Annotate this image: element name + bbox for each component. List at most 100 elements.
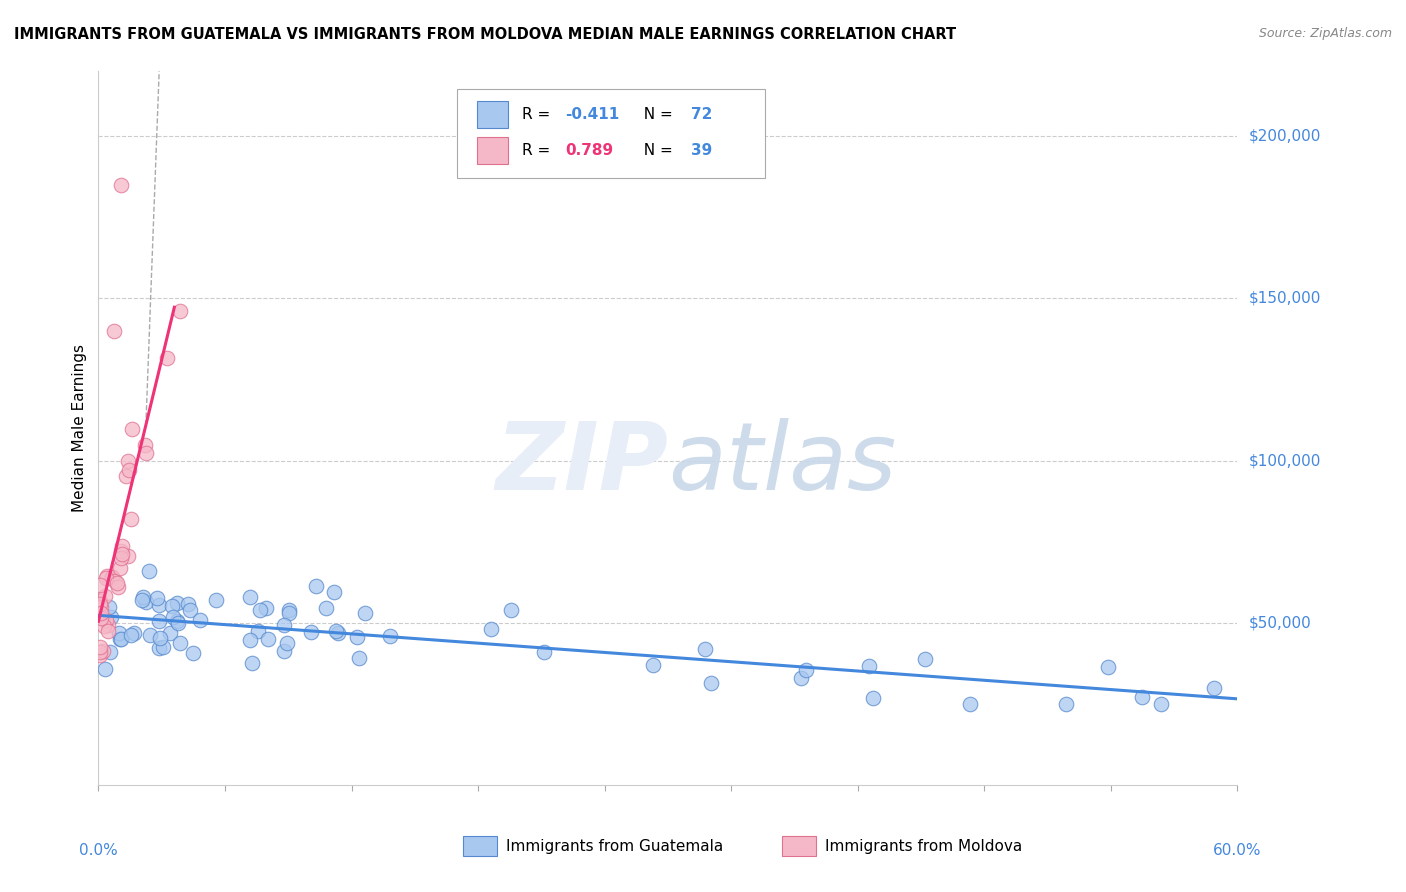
Point	[134, 438, 156, 452]
Point	[105, 576, 128, 591]
Text: $50,000: $50,000	[1249, 615, 1312, 631]
Point	[152, 640, 174, 655]
Point	[239, 632, 262, 647]
Point	[1097, 660, 1119, 674]
Point	[166, 595, 188, 609]
Point	[91, 644, 114, 658]
Text: $200,000: $200,000	[1249, 128, 1320, 144]
Text: 39: 39	[690, 143, 711, 158]
Point	[131, 593, 153, 607]
Point	[94, 589, 117, 603]
Point	[700, 676, 723, 690]
Point	[148, 599, 170, 613]
Text: atlas: atlas	[668, 418, 896, 509]
Text: Source: ZipAtlas.com: Source: ZipAtlas.com	[1258, 27, 1392, 40]
Point	[96, 571, 118, 585]
Point	[166, 614, 188, 628]
Text: 60.0%: 60.0%	[1213, 843, 1261, 858]
Point	[89, 645, 111, 659]
Point	[188, 613, 211, 627]
FancyBboxPatch shape	[782, 837, 815, 856]
Text: $100,000: $100,000	[1249, 453, 1320, 468]
Point	[90, 606, 112, 620]
Point	[90, 599, 112, 614]
Point	[273, 618, 295, 632]
Point	[378, 629, 401, 643]
Text: 0.789: 0.789	[565, 143, 613, 158]
Point	[94, 662, 117, 676]
Text: N =: N =	[634, 107, 678, 122]
Point	[108, 561, 131, 575]
Point	[169, 303, 191, 318]
Point	[273, 644, 295, 658]
Point	[305, 579, 328, 593]
Point	[1054, 697, 1077, 711]
Point	[346, 630, 368, 644]
Point	[277, 607, 299, 621]
Point	[89, 640, 111, 655]
Point	[103, 324, 125, 338]
Point	[110, 178, 132, 192]
Y-axis label: Median Male Earnings: Median Male Earnings	[72, 344, 87, 512]
Point	[138, 564, 160, 578]
Point	[533, 645, 555, 659]
Point	[101, 570, 124, 584]
Point	[641, 657, 664, 672]
Text: 0.0%: 0.0%	[79, 843, 118, 858]
Point	[89, 594, 111, 608]
Point	[117, 454, 139, 468]
Point	[315, 600, 337, 615]
Text: R =: R =	[522, 107, 555, 122]
Point	[107, 580, 129, 594]
Point	[479, 622, 502, 636]
Point	[501, 603, 523, 617]
Point	[97, 624, 120, 639]
Point	[169, 636, 191, 650]
Point	[98, 600, 121, 615]
Point	[148, 614, 170, 628]
Point	[100, 570, 122, 584]
Point	[135, 446, 157, 460]
FancyBboxPatch shape	[477, 102, 509, 128]
Point	[254, 600, 277, 615]
Point	[240, 656, 263, 670]
Point	[111, 547, 134, 561]
Text: $150,000: $150,000	[1249, 291, 1320, 306]
Point	[246, 624, 269, 638]
Point	[277, 603, 299, 617]
Text: 72: 72	[690, 107, 711, 122]
Text: Immigrants from Guatemala: Immigrants from Guatemala	[506, 838, 723, 854]
Point	[695, 642, 717, 657]
Point	[179, 602, 201, 616]
FancyBboxPatch shape	[457, 89, 765, 178]
Point	[325, 624, 347, 638]
Point	[959, 697, 981, 711]
FancyBboxPatch shape	[477, 137, 509, 164]
Point	[204, 593, 226, 607]
Point	[89, 648, 111, 663]
Point	[139, 628, 162, 642]
Point	[162, 609, 184, 624]
Point	[120, 628, 142, 642]
Text: N =: N =	[634, 143, 678, 158]
Point	[108, 632, 131, 646]
Point	[121, 421, 143, 435]
Text: ZIP: ZIP	[495, 417, 668, 510]
Text: R =: R =	[522, 143, 555, 158]
Point	[124, 626, 146, 640]
Point	[100, 609, 122, 624]
Point	[118, 463, 141, 477]
Point	[115, 469, 138, 483]
FancyBboxPatch shape	[463, 837, 498, 856]
Point	[349, 650, 371, 665]
Point	[132, 590, 155, 604]
Point	[107, 625, 129, 640]
Point	[149, 631, 172, 645]
Point	[166, 615, 188, 630]
Point	[97, 618, 120, 632]
Point	[117, 549, 139, 563]
Text: IMMIGRANTS FROM GUATEMALA VS IMMIGRANTS FROM MOLDOVA MEDIAN MALE EARNINGS CORREL: IMMIGRANTS FROM GUATEMALA VS IMMIGRANTS …	[14, 27, 956, 42]
Point	[862, 690, 884, 705]
Point	[159, 625, 181, 640]
Point	[89, 578, 111, 592]
